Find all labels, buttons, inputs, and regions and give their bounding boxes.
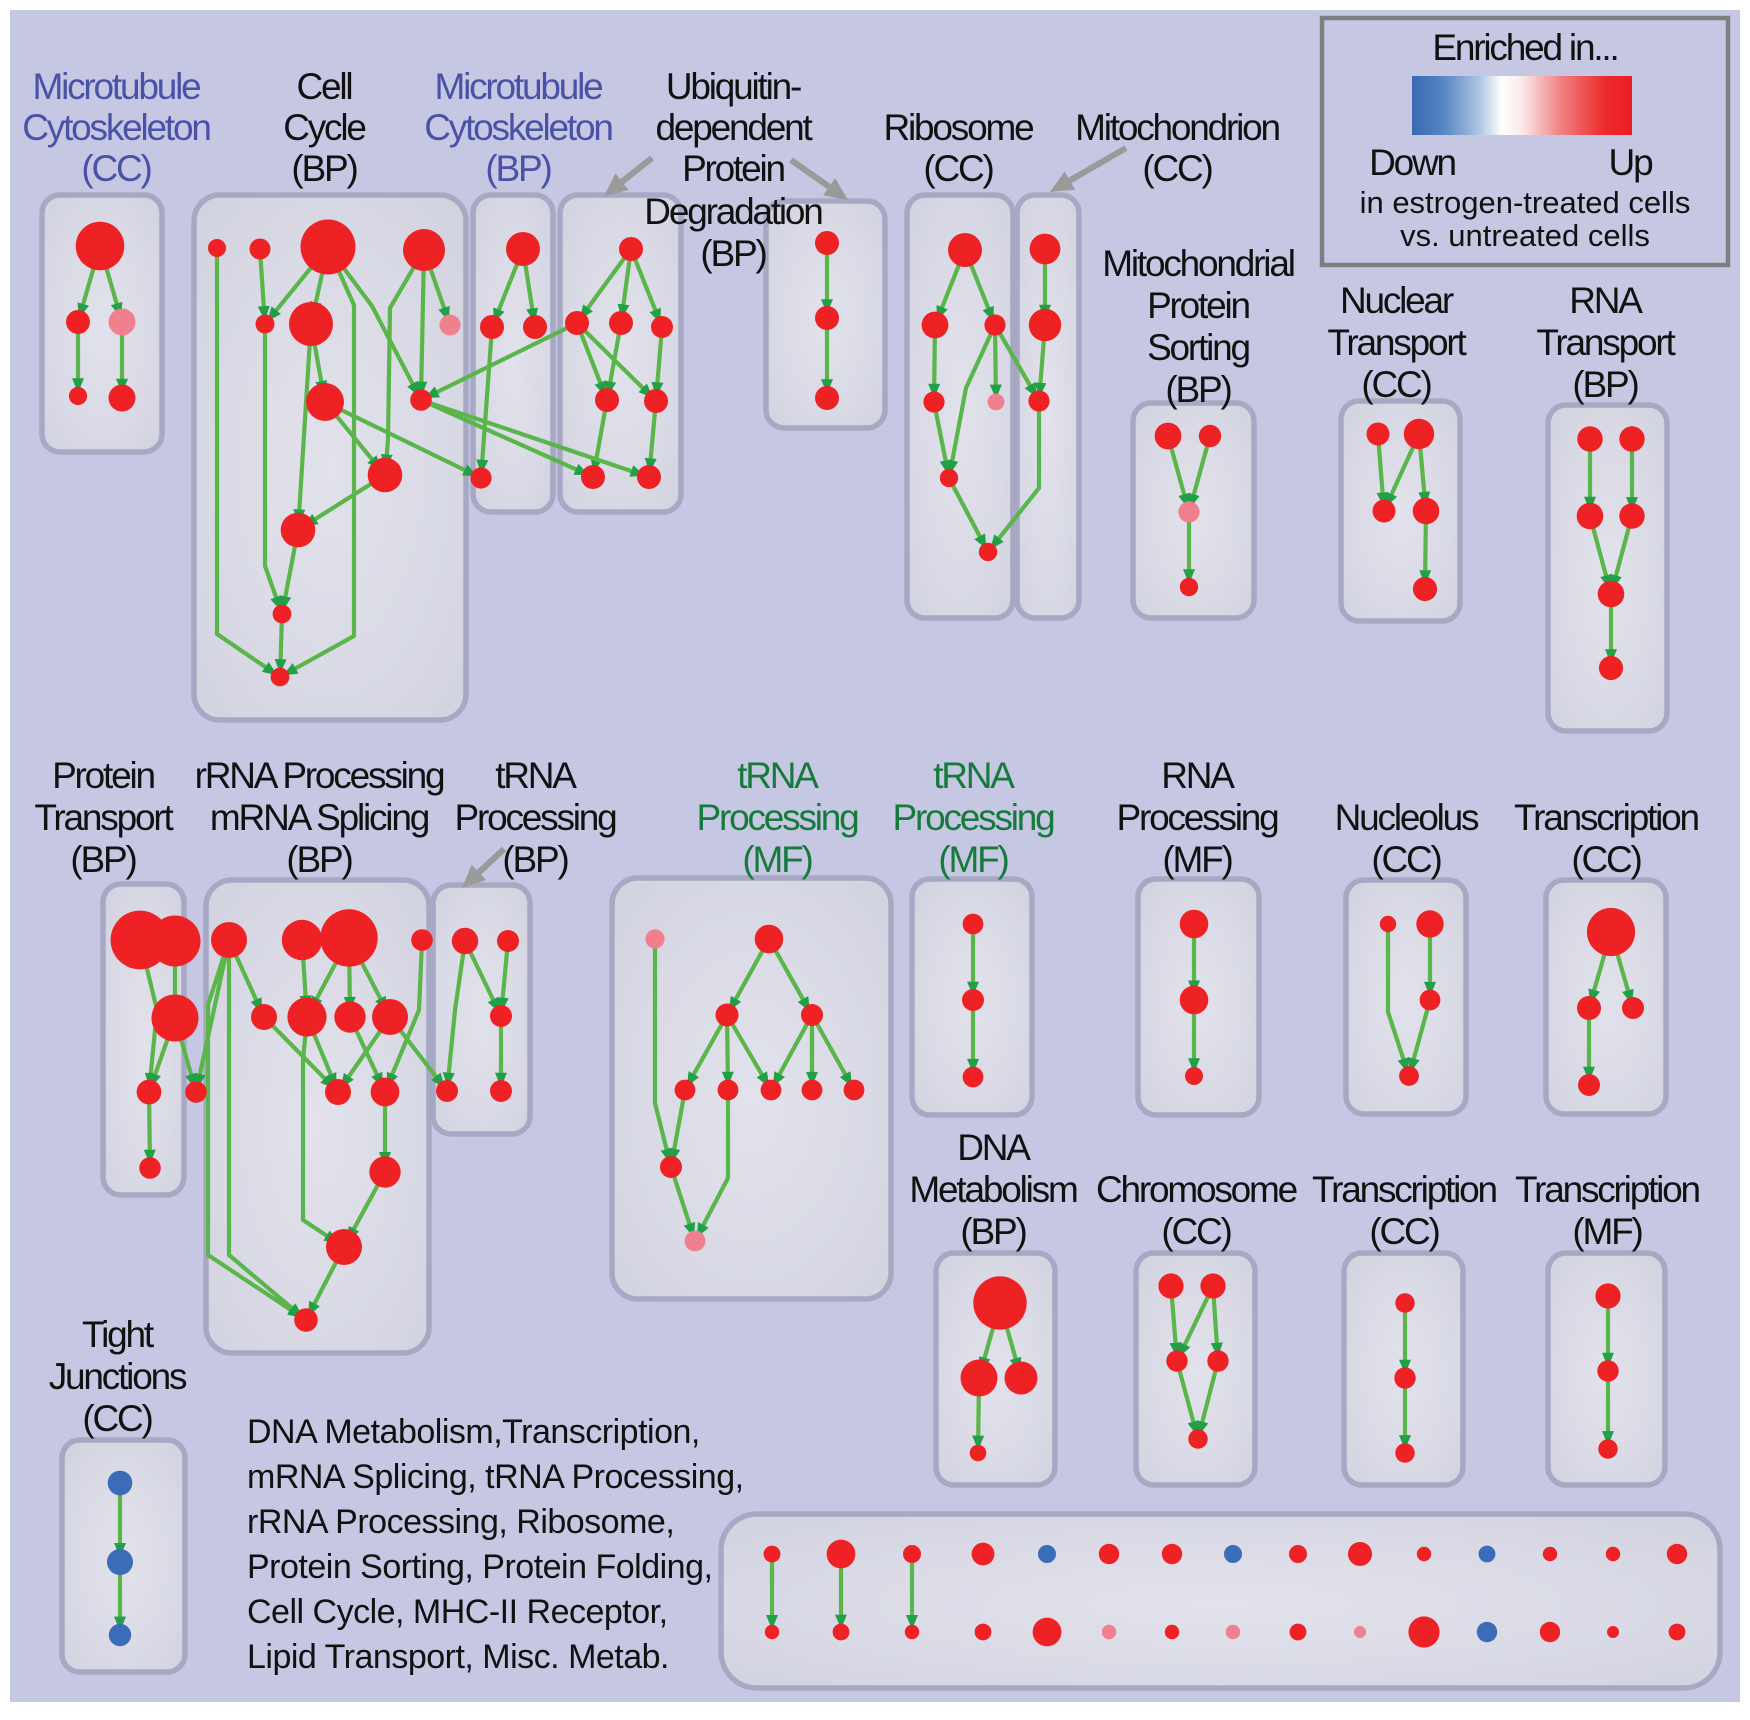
svg-text:Cycle: Cycle (283, 107, 365, 148)
svg-text:(CC): (CC) (1371, 839, 1441, 880)
svg-text:DNA Metabolism,Transcription,: DNA Metabolism,Transcription, (247, 1413, 700, 1451)
svg-text:RNA: RNA (1161, 755, 1235, 796)
svg-text:Lipid Transport, Misc. Metab.: Lipid Transport, Misc. Metab. (247, 1638, 669, 1676)
svg-text:Protein Sorting, Protein Foldi: Protein Sorting, Protein Folding, (247, 1548, 712, 1586)
svg-text:(CC): (CC) (1369, 1211, 1439, 1252)
svg-text:(BP): (BP) (700, 233, 766, 274)
svg-text:(BP): (BP) (70, 839, 136, 880)
svg-text:Cytoskeleton: Cytoskeleton (22, 107, 210, 148)
svg-text:Ribosome: Ribosome (884, 107, 1034, 148)
svg-text:rRNA Processing, Ribosome,: rRNA Processing, Ribosome, (247, 1503, 674, 1541)
svg-text:Processing: Processing (892, 797, 1054, 838)
svg-text:dependent: dependent (655, 107, 813, 148)
svg-text:Nucleolus: Nucleolus (1335, 797, 1479, 838)
svg-text:Transcription: Transcription (1514, 797, 1699, 838)
svg-text:(BP): (BP) (485, 148, 551, 189)
svg-text:(BP): (BP) (502, 839, 568, 880)
svg-text:Chromosome: Chromosome (1096, 1169, 1297, 1210)
svg-text:mRNA Splicing, tRNA Processing: mRNA Splicing, tRNA Processing, (247, 1458, 744, 1496)
svg-text:in estrogen-treated cells: in estrogen-treated cells (1360, 185, 1691, 220)
svg-text:Transport: Transport (1327, 322, 1467, 363)
svg-text:Down: Down (1369, 142, 1455, 183)
svg-text:Protein: Protein (682, 148, 784, 189)
svg-text:(MF): (MF) (742, 839, 812, 880)
svg-text:Tight: Tight (82, 1314, 155, 1355)
svg-text:Cell Cycle, MHC-II Receptor,: Cell Cycle, MHC-II Receptor, (247, 1593, 668, 1631)
svg-text:(MF): (MF) (1162, 839, 1232, 880)
svg-text:Nuclear: Nuclear (1340, 280, 1454, 321)
svg-text:Degradation: Degradation (644, 191, 822, 232)
svg-text:Processing: Processing (696, 797, 858, 838)
svg-text:(CC): (CC) (1142, 148, 1212, 189)
svg-text:Protein: Protein (52, 755, 154, 796)
svg-text:(CC): (CC) (1161, 1211, 1231, 1252)
svg-text:Metabolism: Metabolism (909, 1169, 1077, 1210)
svg-text:tRNA: tRNA (737, 755, 819, 796)
svg-text:(BP): (BP) (1165, 369, 1231, 410)
svg-text:(CC): (CC) (81, 148, 151, 189)
svg-text:Microtubule: Microtubule (32, 66, 200, 107)
svg-text:(MF): (MF) (938, 839, 1008, 880)
svg-text:(CC): (CC) (82, 1398, 152, 1439)
svg-text:vs. untreated cells: vs. untreated cells (1400, 218, 1650, 253)
svg-text:(MF): (MF) (1572, 1211, 1642, 1252)
svg-text:DNA: DNA (957, 1127, 1031, 1168)
svg-text:Mitochondrion: Mitochondrion (1075, 107, 1279, 148)
svg-text:(BP): (BP) (960, 1211, 1026, 1252)
svg-text:(BP): (BP) (286, 839, 352, 880)
svg-text:rRNA Processing: rRNA Processing (195, 755, 444, 796)
svg-text:Up: Up (1609, 142, 1654, 183)
svg-text:Microtubule: Microtubule (434, 66, 602, 107)
svg-text:(CC): (CC) (1361, 364, 1431, 405)
svg-text:Ubiquitin-: Ubiquitin- (666, 66, 801, 107)
svg-text:Cytoskeleton: Cytoskeleton (424, 107, 612, 148)
svg-text:tRNA: tRNA (933, 755, 1015, 796)
svg-text:Processing: Processing (454, 797, 616, 838)
svg-text:(CC): (CC) (923, 148, 993, 189)
svg-text:Transcription: Transcription (1312, 1169, 1497, 1210)
svg-text:Enriched in...: Enriched in... (1432, 27, 1617, 68)
svg-text:RNA: RNA (1569, 280, 1643, 321)
svg-text:Mitochondrial: Mitochondrial (1102, 243, 1293, 284)
svg-text:(CC): (CC) (1571, 839, 1641, 880)
svg-text:Transport: Transport (34, 797, 174, 838)
svg-text:(BP): (BP) (1572, 364, 1638, 405)
svg-text:Sorting: Sorting (1147, 327, 1249, 368)
svg-text:mRNA Splicing: mRNA Splicing (210, 797, 429, 838)
svg-text:tRNA: tRNA (495, 755, 577, 796)
svg-text:Junctions: Junctions (49, 1356, 187, 1397)
svg-text:(BP): (BP) (291, 148, 357, 189)
svg-text:Processing: Processing (1116, 797, 1278, 838)
svg-text:Protein: Protein (1147, 285, 1249, 326)
svg-text:Transport: Transport (1536, 322, 1676, 363)
svg-text:Cell: Cell (297, 66, 352, 107)
svg-text:Transcription: Transcription (1515, 1169, 1700, 1210)
